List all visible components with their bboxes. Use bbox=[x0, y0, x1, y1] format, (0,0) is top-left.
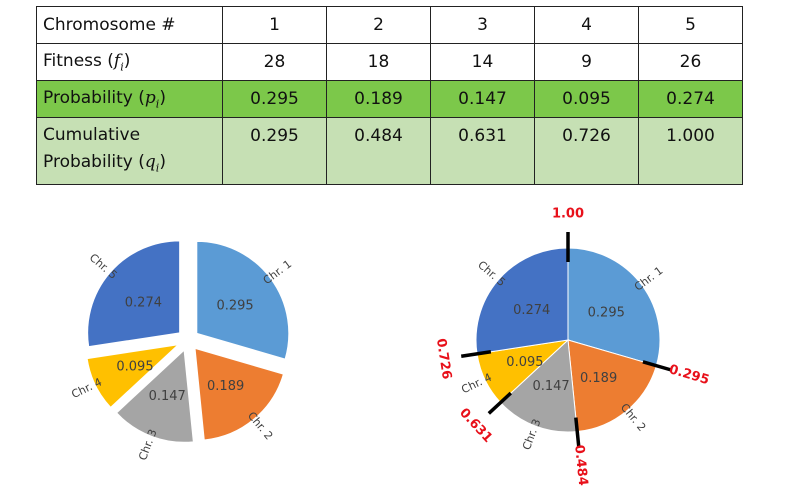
table-cell: 14 bbox=[430, 43, 535, 81]
boundary-label: 0.484 bbox=[571, 444, 590, 486]
boundary-tick bbox=[642, 360, 673, 372]
row-label-cumulative: Cumulative Probability (qi) bbox=[36, 117, 223, 185]
slice-name-label: Chr. 3 bbox=[520, 417, 544, 452]
boundary-label: 0.295 bbox=[667, 362, 711, 388]
table-cell: 0.274 bbox=[638, 80, 743, 118]
slice-value-label: 0.274 bbox=[125, 296, 162, 311]
table-cell: 0.484 bbox=[326, 117, 431, 185]
table-cell: 5 bbox=[638, 6, 743, 44]
table-cell: 18 bbox=[326, 43, 431, 81]
row-label-probability: Probability (pi) bbox=[36, 80, 223, 118]
table-cell: 0.095 bbox=[534, 80, 639, 118]
boundary-tick bbox=[574, 417, 581, 448]
pie-slice-chr-2 bbox=[194, 347, 285, 441]
table-row-cumulative: Cumulative Probability (qi) 0.295 0.484 0… bbox=[36, 117, 743, 185]
pie-slice-chr-1 bbox=[567, 247, 661, 367]
slice-name-label: Chr. 5 bbox=[87, 251, 120, 282]
slice-name-label: Chr. 5 bbox=[475, 258, 508, 289]
slice-name-label: Chr. 3 bbox=[136, 427, 160, 462]
pie-slice-chr-5 bbox=[87, 240, 181, 348]
pie-slice-chr-1 bbox=[196, 240, 290, 360]
row-label-chromosome: Chromosome # bbox=[36, 6, 223, 44]
boundary-tick bbox=[487, 391, 512, 415]
table-cell: 0.147 bbox=[430, 80, 535, 118]
table-cell: 0.295 bbox=[222, 117, 327, 185]
pie-slice-chr-3 bbox=[499, 338, 578, 433]
boundary-label: 1.00 bbox=[552, 207, 584, 222]
slice-value-label: 0.095 bbox=[506, 355, 543, 370]
slice-value-label: 0.274 bbox=[513, 303, 550, 318]
slice-value-label: 0.147 bbox=[532, 379, 569, 394]
slice-name-label: Chr. 2 bbox=[245, 409, 276, 442]
pie-slice-chr-4 bbox=[86, 344, 180, 409]
pie-slice-chr-5 bbox=[475, 247, 569, 355]
table-row-probability: Probability (pi) 0.295 0.189 0.147 0.095… bbox=[36, 80, 743, 118]
slice-name-label: Chr. 1 bbox=[261, 257, 295, 287]
slice-value-label: 0.295 bbox=[588, 305, 625, 320]
table-row-chromosome: Chromosome # 1 2 3 4 5 bbox=[36, 6, 743, 44]
slice-value-label: 0.189 bbox=[580, 371, 617, 386]
pie-slice-chr-2 bbox=[567, 339, 657, 433]
table-cell: 4 bbox=[534, 6, 639, 44]
table-cell: 9 bbox=[534, 43, 639, 81]
slice-name-label: Chr. 1 bbox=[632, 264, 666, 294]
table-cell: 0.295 bbox=[222, 80, 327, 118]
boundary-label: 0.726 bbox=[433, 337, 454, 380]
slice-value-label: 0.189 bbox=[207, 379, 244, 394]
boundary-tick bbox=[460, 349, 492, 358]
table-cell: 0.631 bbox=[430, 117, 535, 185]
slice-value-label: 0.147 bbox=[149, 389, 186, 404]
slice-name-label: Chr. 4 bbox=[69, 375, 104, 401]
table-cell: 1 bbox=[222, 6, 327, 44]
table-cell: 0.726 bbox=[534, 117, 639, 185]
slice-name-label: Chr. 4 bbox=[459, 371, 494, 397]
table-cell: 1.000 bbox=[638, 117, 743, 185]
pie-slice-chr-3 bbox=[115, 349, 194, 443]
table-cell: 0.189 bbox=[326, 80, 431, 118]
slice-value-label: 0.095 bbox=[116, 360, 153, 375]
slice-name-label: Chr. 2 bbox=[618, 401, 649, 434]
table-row-fitness: Fitness (fi) 28 18 14 9 26 bbox=[36, 43, 743, 81]
table-cell: 28 bbox=[222, 43, 327, 81]
fitness-table: Chromosome # 1 2 3 4 5 Fitness (fi) 28 1… bbox=[36, 6, 743, 185]
slice-value-label: 0.295 bbox=[216, 299, 253, 314]
